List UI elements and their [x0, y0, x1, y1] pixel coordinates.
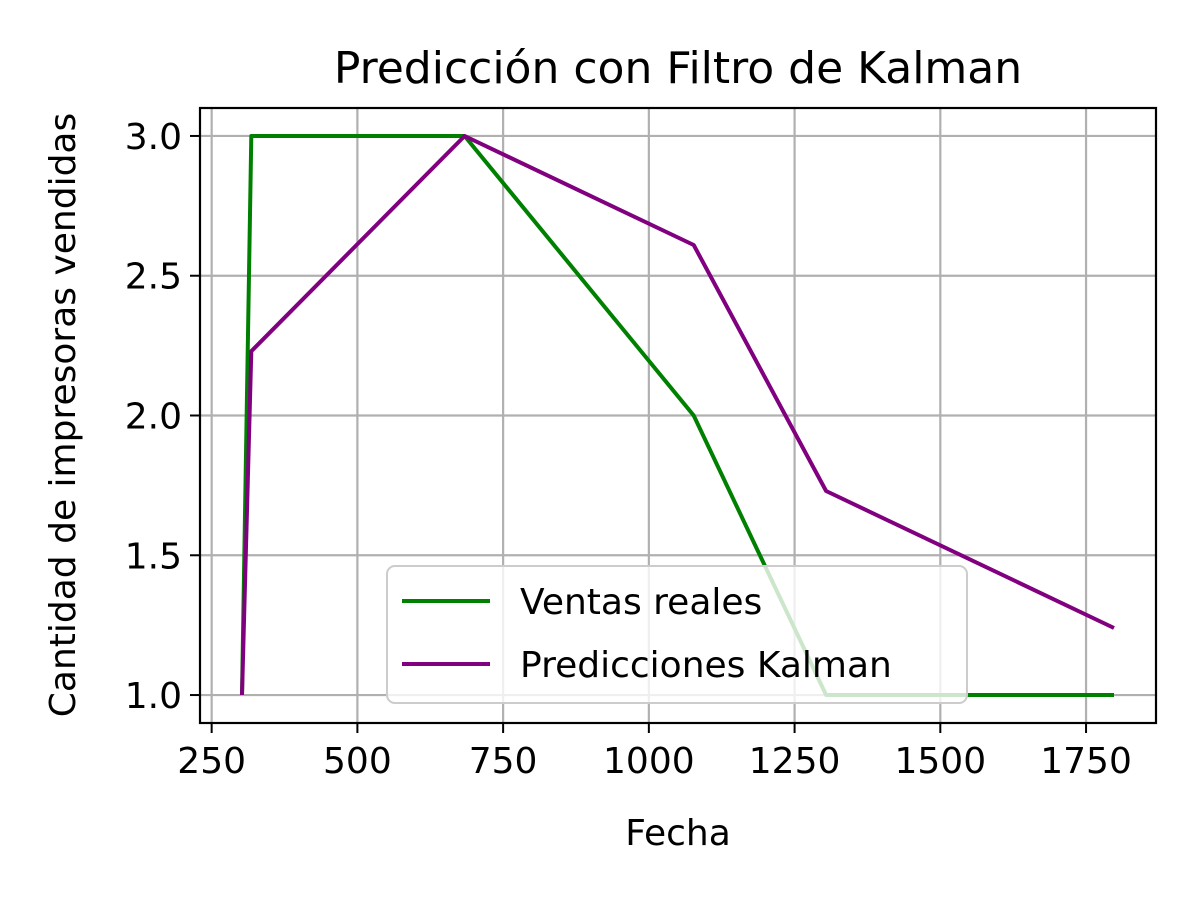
- chart-title: Predicción con Filtro de Kalman: [334, 43, 1022, 94]
- y-tick-label: 2.5: [125, 257, 182, 298]
- legend-label-predicciones-kalman: Predicciones Kalman: [520, 645, 892, 686]
- y-tick-label: 1.5: [125, 536, 182, 577]
- legend: Ventas reales Predicciones Kalman: [386, 565, 968, 704]
- y-tick-label: 2.0: [125, 397, 182, 438]
- y-axis-label: Cantidad de impresoras vendidas: [43, 113, 84, 718]
- series-line-predicciones-kalman: [240, 134, 1115, 696]
- x-tick-label: 500: [323, 741, 392, 782]
- legend-box: [386, 565, 968, 704]
- x-tick-label: 1000: [603, 741, 695, 782]
- x-tick-label: 250: [177, 741, 246, 782]
- y-tick-label: 3.0: [125, 117, 182, 158]
- legend-label-ventas-reales: Ventas reales: [520, 582, 762, 623]
- y-tick-label: 1.0: [125, 676, 182, 717]
- axis-ticks: 250 500 750 1000 1250 1500 1750 1.0 1.5 2.0 2.5 3.0: [125, 117, 1132, 782]
- x-tick-label: 1500: [895, 741, 987, 782]
- x-tick-label: 750: [469, 741, 538, 782]
- x-tick-label: 1750: [1040, 741, 1132, 782]
- x-axis-label: Fecha: [625, 813, 731, 854]
- x-tick-label: 1250: [749, 741, 841, 782]
